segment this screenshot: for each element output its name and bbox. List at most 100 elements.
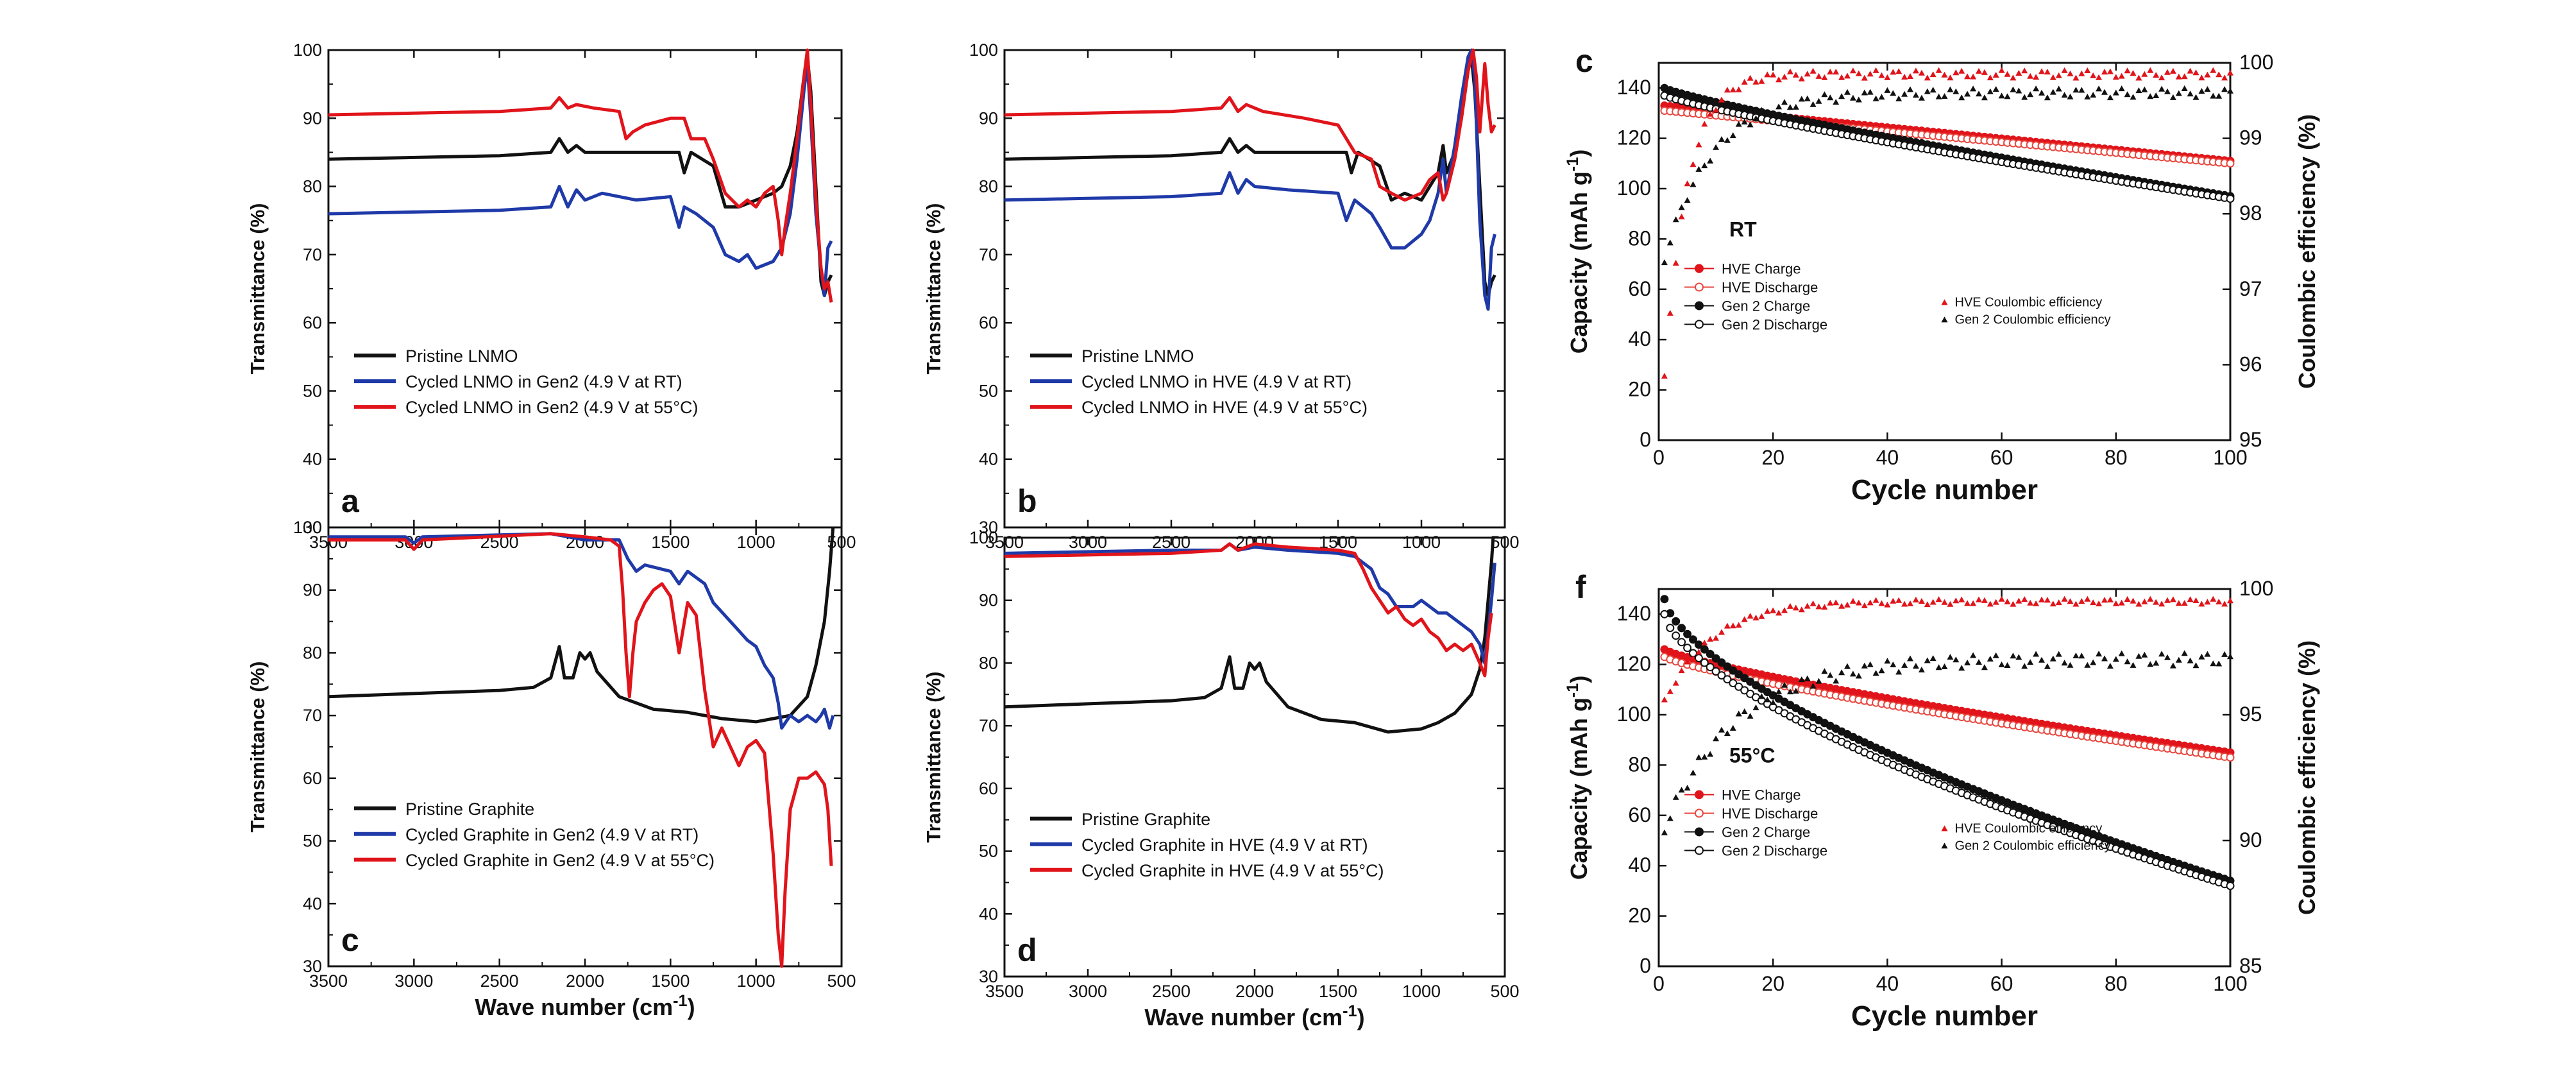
- ce-point: [1827, 69, 1834, 74]
- ce-point: [1958, 596, 1965, 602]
- ce-point: [2198, 601, 2205, 607]
- y-tick-label: 100: [969, 528, 998, 547]
- ce-point: [1935, 596, 1942, 602]
- ce-point: [1947, 74, 1954, 81]
- ce-point: [2158, 85, 2165, 92]
- y-tick-label: 80: [979, 177, 998, 196]
- capacity-point: [1723, 675, 1732, 684]
- ce-point: [1821, 668, 1828, 674]
- ce-point: [2027, 73, 2034, 79]
- capacity-point: [1689, 635, 1697, 644]
- ce-point: [2055, 651, 2062, 657]
- ce-point: [2169, 94, 2176, 100]
- plot-frame: [1657, 588, 2232, 968]
- y-tick-label: 70: [979, 245, 998, 264]
- ce-point: [2130, 70, 2137, 76]
- ce-point: [1747, 74, 1754, 81]
- ce-point: [1684, 658, 1691, 665]
- ce-point: [2147, 661, 2154, 667]
- ce-point: [2033, 600, 2040, 606]
- ce-point: [1981, 69, 1988, 75]
- ce-point: [2198, 88, 2205, 94]
- ce-point: [2072, 653, 2080, 658]
- x-tick-label: 2000: [1235, 982, 1274, 1001]
- x-tick-label: 20: [1761, 972, 1784, 995]
- y-tick-label: 0: [1640, 954, 1651, 977]
- ce-point: [2015, 70, 2022, 76]
- ce-point: [1752, 78, 1759, 85]
- panel-d: 3500 3000 2500 2000 1500 1000 500 30 40 50 60 70 80 9…: [922, 528, 1520, 1030]
- ce-point: [1724, 87, 1731, 93]
- ce-point: [2164, 88, 2171, 94]
- capacity-point: [1683, 644, 1692, 653]
- panel-label: c: [341, 922, 359, 958]
- ce-point: [1770, 71, 1777, 78]
- ce-point: [1849, 67, 1856, 74]
- ce-point: [1786, 602, 1793, 609]
- ce-point: [2147, 595, 2154, 602]
- ce-point: [2124, 67, 2131, 74]
- plot-frame: [1003, 536, 1506, 978]
- y-tick-label: 60: [979, 779, 998, 798]
- ce-point: [1861, 74, 1868, 81]
- ce-point: [1707, 157, 1714, 164]
- ce-point: [1695, 754, 1702, 760]
- ce-point: [1735, 622, 1742, 628]
- capacity-point: [1717, 658, 1726, 667]
- y-axis-label: Transmittance (%): [922, 671, 945, 842]
- ce-point: [1764, 696, 1771, 703]
- ce-point: [1872, 67, 1879, 73]
- ce-point: [1844, 601, 1851, 608]
- ce-point: [1775, 103, 1783, 110]
- capacity-point: [1729, 666, 1738, 675]
- ce-point: [1775, 610, 1783, 616]
- capacity-point: [1683, 629, 1692, 638]
- ce-point: [1855, 70, 1862, 76]
- ce-point: [2210, 595, 2217, 602]
- capacity-point: [1666, 624, 1675, 633]
- ce-point: [1924, 657, 1931, 663]
- y-tick-label: 50: [979, 842, 998, 861]
- legend-label: Cycled Graphite in HVE (4.9 V at RT): [1081, 835, 1368, 855]
- ce-point: [1827, 94, 1834, 101]
- ce-point: [2192, 94, 2199, 100]
- capacity-point: [1740, 674, 1749, 683]
- ce-point: [1770, 699, 1777, 705]
- y2-tick-label: 98: [2239, 201, 2262, 225]
- ce-point: [2153, 660, 2160, 666]
- ce-point: [2118, 73, 2125, 79]
- y-tick-label: 120: [1617, 653, 1651, 676]
- legend-marker: [1695, 301, 1704, 311]
- x-tick-label: 500: [827, 971, 856, 991]
- ce-point: [1713, 144, 1720, 150]
- y-tick-label: 100: [293, 518, 322, 537]
- ce-point: [1661, 373, 1668, 379]
- ce-point: [2049, 601, 2056, 607]
- ce-point: [1821, 91, 1828, 98]
- ce-point: [1695, 141, 1702, 148]
- ce-point: [2221, 601, 2228, 607]
- ce-point: [1684, 785, 1691, 791]
- ce-point: [1867, 661, 1874, 667]
- ce-point: [2096, 651, 2103, 657]
- ce-point: [1821, 74, 1828, 80]
- ce-point: [1741, 119, 1748, 124]
- ce-point: [1707, 751, 1714, 757]
- legend2-marker: [1941, 316, 1948, 323]
- ce-point: [2187, 90, 2194, 97]
- ce-point: [1941, 599, 1948, 605]
- ce-point: [2084, 94, 2091, 99]
- y-tick-label: 40: [303, 450, 322, 469]
- ce-point: [1747, 121, 1754, 128]
- capacity-point: [1711, 667, 1720, 676]
- legend-label: Pristine Graphite: [405, 799, 534, 819]
- ce-point: [1798, 75, 1805, 81]
- ce-point: [1895, 669, 1902, 675]
- legend-label: HVE Discharge: [1722, 279, 1818, 295]
- ce-point: [1907, 86, 1913, 92]
- ce-point: [1947, 601, 1954, 607]
- ce-series-1: [1661, 67, 2233, 379]
- ce-point: [2181, 650, 2188, 656]
- ce-point: [1798, 606, 1805, 613]
